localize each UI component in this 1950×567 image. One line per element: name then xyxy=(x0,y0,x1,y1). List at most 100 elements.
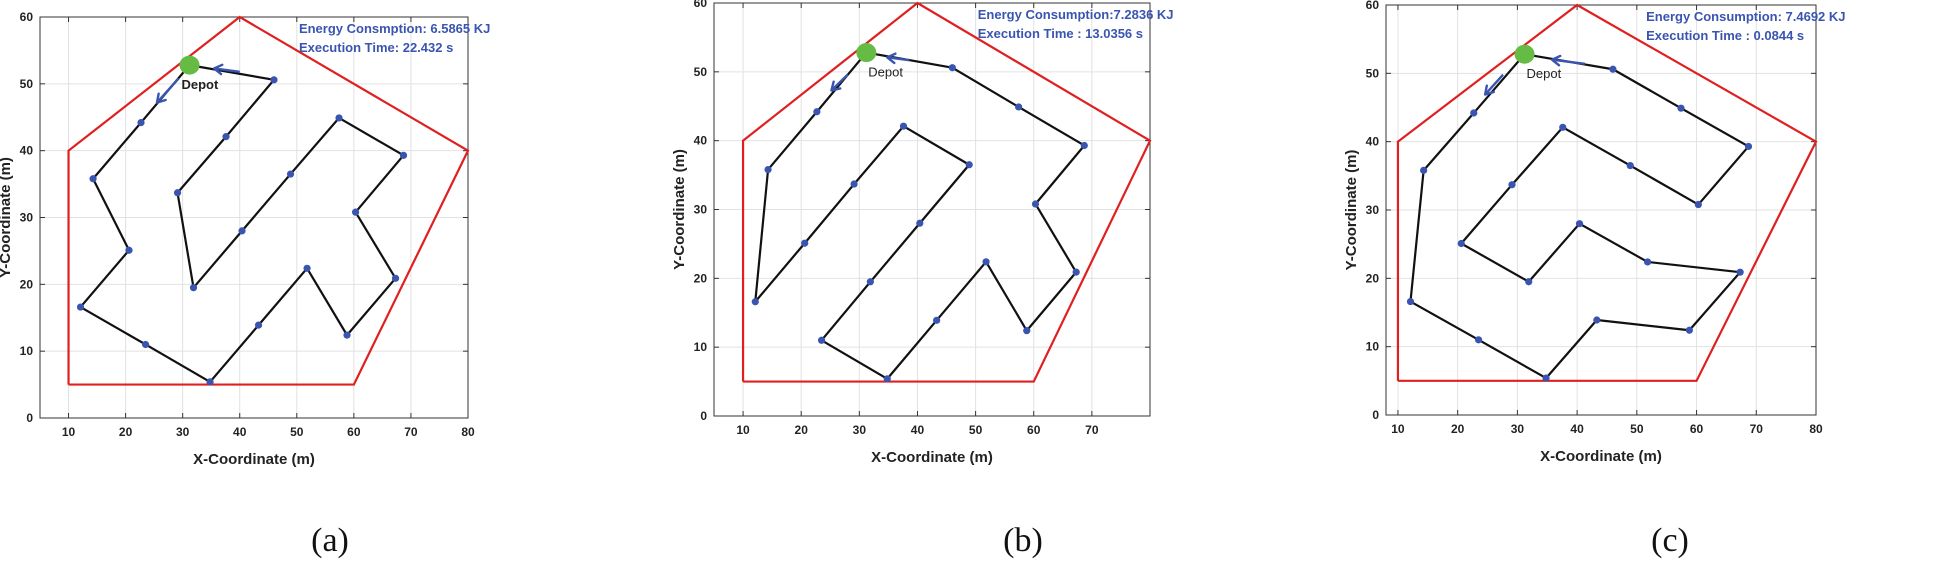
tick-labels: 10 20 30 40 50 60 70 80 0 10 20 30 40 50 60 xyxy=(20,10,475,439)
boundary-polygon xyxy=(1396,3,1818,382)
arrow-shaft xyxy=(156,77,180,104)
waypoint-marker xyxy=(801,239,809,247)
x-tick-label: 10 xyxy=(736,423,750,437)
arrow-shaft xyxy=(213,67,240,73)
waypoint-marker xyxy=(764,165,772,174)
waypoint-marker xyxy=(391,274,400,282)
waypoint-marker xyxy=(883,375,891,383)
arrow-shaft xyxy=(830,73,849,92)
direction-arrows xyxy=(155,63,240,104)
waypoint-marker xyxy=(1457,239,1465,248)
depot-label: Depot xyxy=(1527,66,1562,81)
waypoint-marker xyxy=(1685,326,1693,334)
x-tick-label: 40 xyxy=(911,423,925,437)
route-path xyxy=(754,51,1086,380)
waypoint-marker xyxy=(125,246,133,254)
route-path xyxy=(79,64,405,384)
waypoint-marker xyxy=(933,316,941,324)
energy-consumption-annotation: Energy Consumption:7.2836 KJ xyxy=(978,7,1174,22)
waypoint-marker xyxy=(189,284,198,292)
waypoint-marker xyxy=(238,227,246,235)
x-tick-label: 10 xyxy=(1391,422,1405,436)
x-tick-label: 70 xyxy=(1085,423,1099,437)
route-markers xyxy=(751,64,1088,383)
arrow-head-icon xyxy=(886,52,897,65)
y-tick-label: 0 xyxy=(700,409,707,423)
x-tick-label: 20 xyxy=(795,423,809,437)
depot-marker xyxy=(179,55,200,75)
y-tick-label: 0 xyxy=(26,411,33,425)
waypoint-marker xyxy=(817,336,826,344)
y-axis-label: Y-Coordinate (m) xyxy=(671,149,688,270)
depot-marker xyxy=(1514,44,1535,64)
y-tick-label: 30 xyxy=(20,211,34,225)
x-tick-label: 40 xyxy=(233,425,247,439)
tick-labels: 10 20 30 40 50 60 70 0 10 20 30 40 50 60 xyxy=(694,0,1150,437)
y-tick-label: 40 xyxy=(694,134,708,148)
route-plot-b: 10 20 30 40 50 60 70 0 10 20 30 40 50 60 X-Coordinate … xyxy=(671,0,1174,466)
y-tick-label: 50 xyxy=(1366,66,1380,80)
y-tick-label: 20 xyxy=(20,277,34,291)
depot-marker xyxy=(856,43,877,63)
direction-arrows xyxy=(830,52,910,92)
execution-time-annotation: Execution Time: 22.432 s xyxy=(299,40,453,55)
waypoint-marker xyxy=(1015,103,1023,111)
chart-panel-a: 10 20 30 40 50 60 70 80 0 10 20 30 40 50 60 X-Coordinat… xyxy=(0,0,650,567)
waypoint-marker xyxy=(1525,278,1533,286)
y-tick-label: 10 xyxy=(1366,340,1380,354)
waypoint-marker xyxy=(254,321,263,329)
depot-label: Depot xyxy=(868,65,903,80)
x-tick-label: 20 xyxy=(119,425,133,439)
waypoint-marker xyxy=(351,208,360,216)
waypoint-marker xyxy=(1575,220,1584,228)
x-axis-label: X-Coordinate (m) xyxy=(193,451,315,468)
y-tick-label: 50 xyxy=(694,65,708,79)
x-tick-label: 30 xyxy=(176,425,190,439)
route-plot-c: 10 20 30 40 50 60 70 80 0 10 20 30 40 50 60 X-Coordinat… xyxy=(1343,0,1846,465)
waypoint-marker xyxy=(1626,161,1634,170)
waypoint-marker xyxy=(335,114,343,122)
x-tick-label: 10 xyxy=(62,425,76,439)
arrow-head-icon xyxy=(155,92,167,104)
x-tick-label: 80 xyxy=(461,425,475,439)
y-tick-label: 40 xyxy=(20,144,34,158)
x-axis-label: X-Coordinate (m) xyxy=(1540,448,1662,465)
arrow-head-icon xyxy=(830,80,842,92)
arrow-head-icon xyxy=(1483,84,1495,96)
waypoint-marker xyxy=(916,219,924,227)
waypoint-marker xyxy=(1677,104,1685,112)
arrow-shaft xyxy=(1484,73,1504,96)
waypoint-marker xyxy=(899,122,908,130)
waypoint-marker xyxy=(303,264,311,272)
y-tick-label: 20 xyxy=(1366,271,1380,285)
chart-panel-b: 10 20 30 40 50 60 70 0 10 20 30 40 50 60 X-Coordinate … xyxy=(650,0,1300,567)
execution-time-annotation: Execution Time : 13.0356 s xyxy=(978,26,1143,41)
waypoint-marker xyxy=(1072,268,1080,276)
route-markers xyxy=(76,76,408,386)
y-tick-label: 30 xyxy=(694,203,708,217)
x-tick-label: 30 xyxy=(853,423,867,437)
waypoint-marker xyxy=(1559,123,1567,131)
waypoint-marker xyxy=(1508,181,1516,189)
waypoint-marker xyxy=(1694,200,1702,209)
waypoint-marker xyxy=(813,108,821,116)
waypoint-marker xyxy=(751,298,759,306)
waypoint-marker xyxy=(850,180,858,188)
x-tick-label: 60 xyxy=(1027,423,1041,437)
waypoint-marker xyxy=(89,175,97,183)
waypoint-marker xyxy=(173,189,182,197)
y-tick-label: 60 xyxy=(694,0,708,10)
x-tick-label: 60 xyxy=(347,425,361,439)
route-path xyxy=(1409,53,1750,380)
waypoint-marker xyxy=(1470,109,1478,117)
waypoint-marker xyxy=(286,170,295,178)
x-tick-label: 20 xyxy=(1451,422,1465,436)
route-markers xyxy=(1406,65,1753,382)
waypoint-marker xyxy=(1031,200,1040,208)
arrow-shaft xyxy=(887,56,910,62)
direction-arrows xyxy=(1483,54,1586,96)
y-tick-label: 10 xyxy=(694,340,708,354)
waypoint-marker xyxy=(1609,65,1617,73)
x-tick-label: 50 xyxy=(1630,422,1644,436)
waypoint-marker xyxy=(206,378,214,386)
